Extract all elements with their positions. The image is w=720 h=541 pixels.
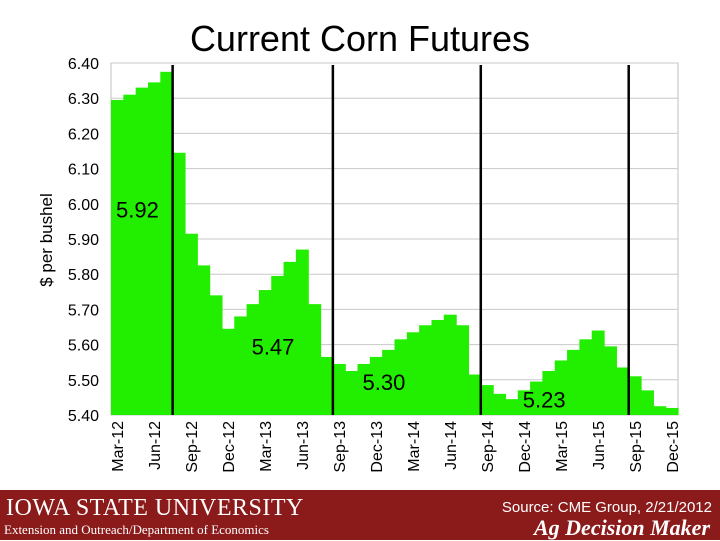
university-wordmark: IOWA STATE UNIVERSITY bbox=[6, 495, 304, 521]
bar bbox=[419, 325, 433, 415]
y-tick-label: 5.50 bbox=[68, 373, 99, 390]
bar bbox=[308, 304, 322, 415]
department-label: Extension and Outreach/Department of Eco… bbox=[4, 522, 269, 537]
bar bbox=[567, 349, 580, 415]
bar bbox=[209, 295, 223, 415]
bar bbox=[221, 328, 235, 415]
bar bbox=[517, 390, 531, 415]
x-tick-label: Dec-12 bbox=[221, 421, 238, 473]
bar bbox=[653, 406, 667, 415]
annotations: 5.92 5.47 5.30 5.23 bbox=[116, 197, 566, 412]
x-tick-label: Dec-14 bbox=[517, 421, 534, 473]
x-tick-label: Jun-12 bbox=[147, 421, 164, 470]
bar bbox=[641, 390, 654, 415]
chart-title: Current Corn Futures bbox=[189, 18, 531, 59]
y-tick-label: 6.40 bbox=[68, 56, 99, 73]
y-tick-label: 5.80 bbox=[68, 267, 99, 284]
bar bbox=[271, 275, 285, 415]
x-tick-label: Jun-13 bbox=[295, 421, 312, 470]
bar bbox=[579, 339, 593, 415]
x-tick-label: Mar-15 bbox=[554, 421, 571, 472]
y-tick-label: 6.00 bbox=[68, 197, 99, 214]
bar bbox=[184, 233, 198, 415]
bar bbox=[554, 360, 568, 415]
bar bbox=[357, 363, 371, 415]
source-note: Source: CME Group, 2/21/2012 bbox=[501, 499, 712, 516]
bar bbox=[406, 332, 420, 415]
x-tick-label: Sep-14 bbox=[480, 421, 497, 473]
bar bbox=[616, 367, 630, 415]
x-axis-ticks: Mar-12 Jun-12 Sep-12 Dec-12 Mar-13 Jun-13 Sep-… bbox=[110, 421, 682, 473]
y-tick-label: 6.20 bbox=[68, 126, 99, 143]
bar bbox=[382, 349, 396, 415]
bar bbox=[468, 374, 482, 415]
annotation-label: 5.23 bbox=[523, 387, 566, 412]
bar bbox=[320, 356, 334, 415]
bar bbox=[665, 407, 679, 415]
bar bbox=[591, 330, 605, 415]
bar bbox=[345, 371, 359, 415]
bar bbox=[456, 325, 470, 415]
annotation-label: 5.47 bbox=[252, 335, 295, 360]
bars bbox=[111, 71, 679, 416]
bar bbox=[369, 356, 383, 415]
y-axis-ticks: 6.40 6.30 6.20 6.10 6.00 5.90 5.80 5.70 5.60 5.50… bbox=[68, 56, 99, 425]
annotation-label: 5.92 bbox=[116, 197, 159, 222]
bar bbox=[172, 152, 186, 415]
x-tick-label: Sep-15 bbox=[628, 421, 645, 473]
corn-futures-chart: 5.92 5.47 5.30 5.23 6.40 6.30 6.20 6.10 6.00 5.9… bbox=[37, 56, 682, 473]
bar bbox=[160, 71, 174, 416]
footer-bar bbox=[0, 490, 720, 540]
x-tick-label: Mar-13 bbox=[258, 421, 275, 472]
bar bbox=[283, 261, 297, 415]
bar bbox=[234, 316, 248, 415]
bar bbox=[480, 385, 494, 415]
bar bbox=[332, 363, 346, 415]
bar bbox=[628, 376, 642, 415]
x-tick-label: Mar-12 bbox=[110, 421, 127, 472]
bar bbox=[147, 82, 161, 416]
bar bbox=[295, 249, 309, 415]
y-tick-label: 5.40 bbox=[68, 408, 99, 425]
y-tick-label: 5.70 bbox=[68, 302, 99, 319]
x-tick-label: Mar-14 bbox=[406, 421, 423, 472]
bar bbox=[443, 314, 457, 415]
x-tick-label: Jun-15 bbox=[591, 421, 608, 470]
y-axis-label: $ per bushel bbox=[37, 193, 56, 287]
bar bbox=[431, 319, 445, 415]
bar bbox=[197, 265, 211, 415]
bar bbox=[246, 304, 260, 415]
x-tick-label: Sep-13 bbox=[332, 421, 349, 473]
y-tick-label: 6.30 bbox=[68, 91, 99, 108]
bar bbox=[135, 87, 149, 415]
bar bbox=[123, 94, 137, 416]
y-tick-label: 6.10 bbox=[68, 162, 99, 179]
annotation-label: 5.30 bbox=[363, 370, 406, 395]
bar bbox=[530, 381, 544, 415]
bar bbox=[505, 399, 519, 415]
y-tick-label: 5.60 bbox=[68, 338, 99, 355]
bar bbox=[542, 371, 556, 415]
x-tick-label: Jun-14 bbox=[443, 421, 460, 470]
x-tick-label: Dec-13 bbox=[369, 421, 386, 473]
bar bbox=[604, 346, 617, 415]
x-tick-label: Dec-15 bbox=[665, 421, 682, 473]
year-dividers bbox=[171, 65, 630, 415]
bar bbox=[493, 393, 507, 415]
bar bbox=[394, 339, 408, 415]
brand-logo-text: Ag Decision Maker bbox=[534, 515, 710, 540]
bar bbox=[111, 99, 124, 416]
y-tick-label: 5.90 bbox=[68, 232, 99, 249]
x-tick-label: Sep-12 bbox=[184, 421, 201, 473]
bar bbox=[258, 290, 272, 415]
